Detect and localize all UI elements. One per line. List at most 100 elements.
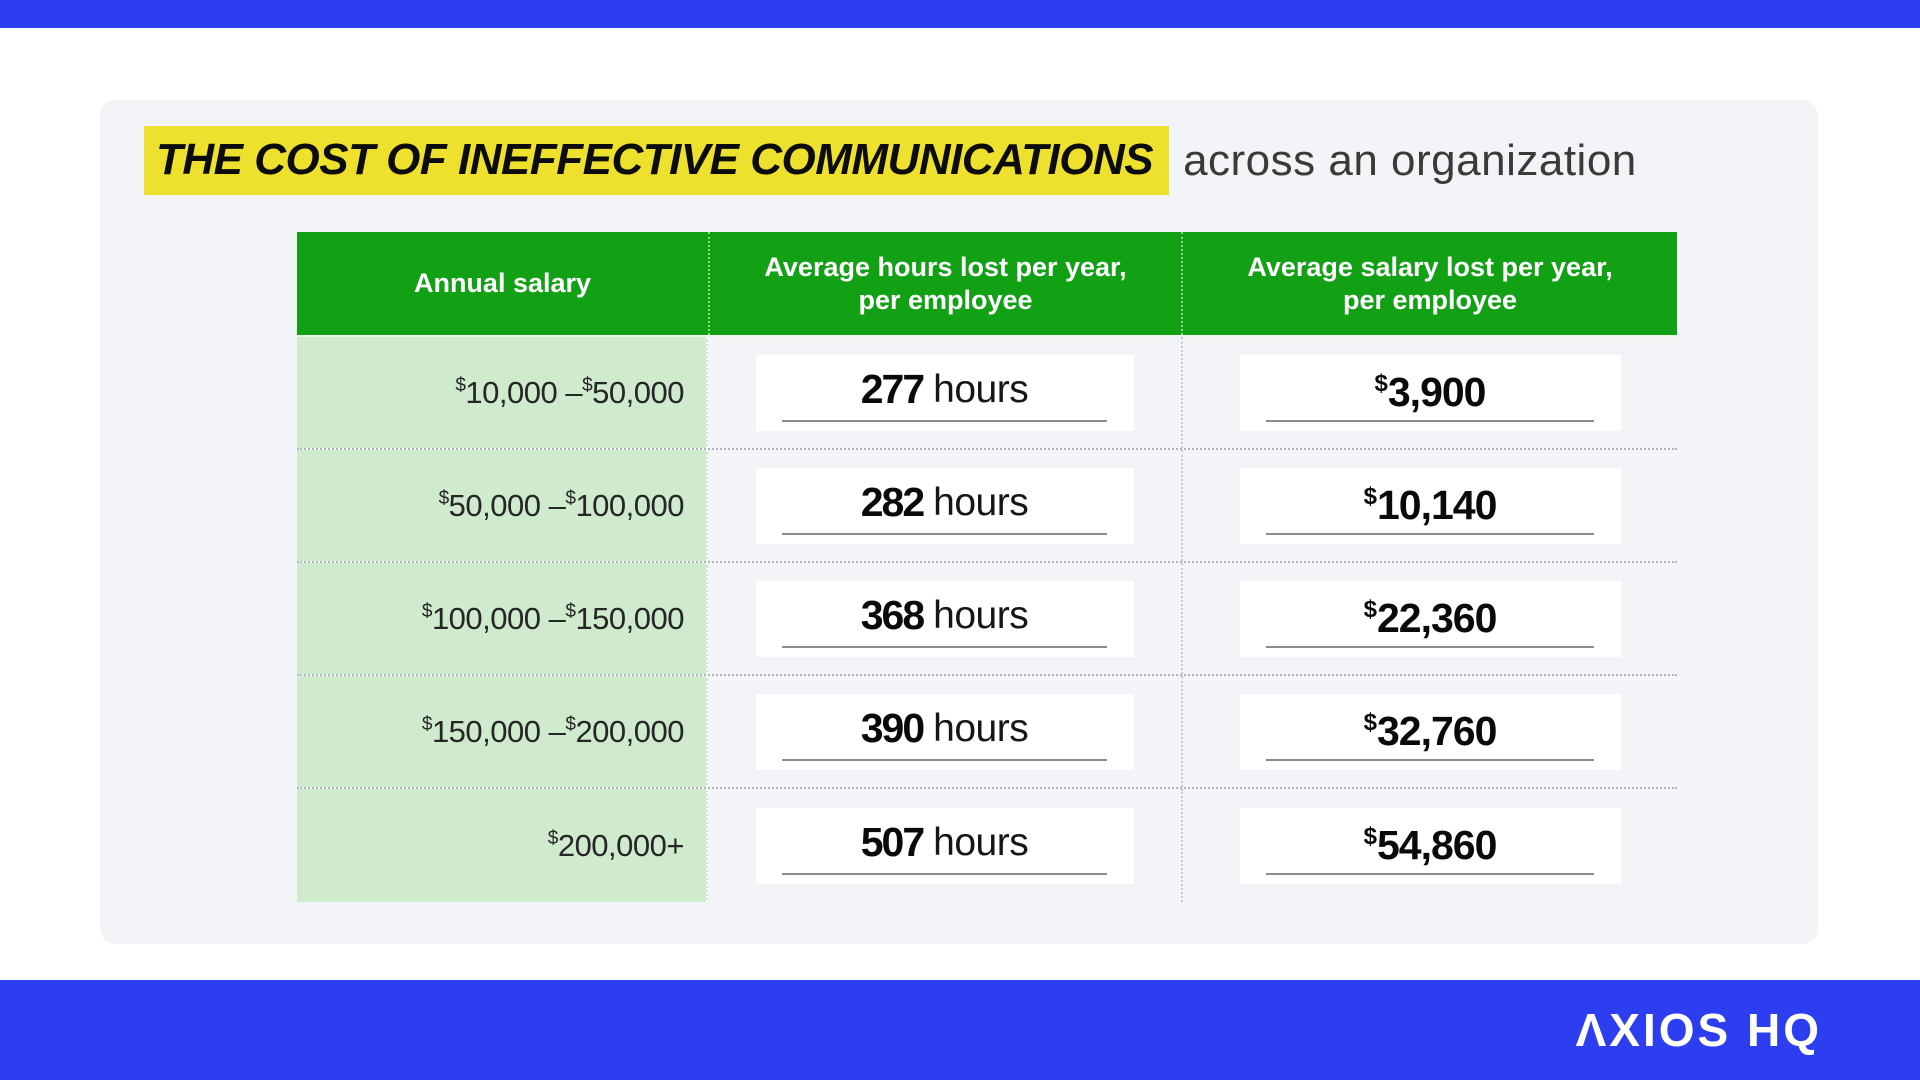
column-header-annual-salary: Annual salary [297,232,708,335]
hours-cell: 507 hours [708,789,1181,902]
header-line: Annual salary [413,268,592,298]
hours-number: 282 [860,479,925,525]
range-dash: – [557,374,583,410]
salary-lost-number: 3,900 [1387,369,1487,415]
hours-number: 368 [860,592,925,638]
hours-value-box: 507 hours [755,807,1134,884]
dollar-sup: $ [1363,596,1377,623]
salary-lost-number: 22,360 [1376,595,1497,641]
salary-range-cell: $200,000+ [297,789,708,902]
dollar-sup: $ [565,487,576,509]
axioshq-logo: ΛXIOS HQ [1575,1004,1822,1056]
dollar-sup: $ [565,713,576,735]
value-underline [781,872,1108,875]
dollar-sup: $ [1363,823,1377,850]
column-header-salary-lost: Average salary lost per year, per employ… [1181,232,1677,335]
salary-lost-value-box: $10,140 [1239,467,1621,544]
cost-table: Annual salary Average hours lost per yea… [297,232,1677,902]
hours-cell: 277 hours [708,337,1181,448]
hours-number: 507 [860,819,925,865]
hours-value-box: 368 hours [755,580,1134,657]
salary-range-cell: $10,000 –$50,000 [297,337,708,448]
salary-low: 100,000 [431,600,541,636]
dollar-sup: $ [582,374,593,396]
hours-value-box: 277 hours [755,354,1134,431]
value-underline [781,758,1108,761]
value-underline [1266,758,1594,761]
hours-unit: hours [933,706,1029,750]
salary-lost-number: 54,860 [1376,822,1497,868]
table-row: $200,000+ 507 hours $54,860 [297,789,1677,902]
salary-low: 200,000+ [557,827,685,863]
salary-lost-value-box: $22,360 [1239,580,1621,657]
salary-high: 200,000 [575,713,684,749]
salary-lost-value-box: $32,760 [1239,693,1621,770]
header-line: Average salary lost per year, [1247,251,1613,282]
table-row: $10,000 –$50,000 277 hours $3,900 [297,337,1677,450]
title-highlight: THE COST OF INEFFECTIVE COMMUNICATIONS [144,126,1170,195]
dollar-sup: $ [1363,483,1377,510]
range-dash: – [540,487,566,523]
salary-lost-cell: $3,900 [1181,337,1677,448]
dollar-sup: $ [547,827,559,849]
table-header-row: Annual salary Average hours lost per yea… [297,232,1677,337]
footer-bar: ΛXIOS HQ [0,980,1920,1080]
dollar-sup: $ [565,600,576,622]
hours-value-box: 390 hours [755,693,1134,770]
salary-lost-value-box: $3,900 [1239,354,1621,431]
hours-cell: 390 hours [708,676,1181,787]
salary-low: 150,000 [431,713,541,749]
salary-range-cell: $150,000 –$200,000 [297,676,708,787]
salary-lost-cell: $10,140 [1181,450,1677,561]
dollar-sup: $ [455,374,466,396]
hours-cell: 368 hours [708,563,1181,674]
column-header-hours-lost: Average hours lost per year, per employe… [708,232,1181,335]
salary-range-cell: $50,000 –$100,000 [297,450,708,561]
table-body: $10,000 –$50,000 277 hours $3,900 $50,00… [297,337,1677,902]
table-row: $150,000 –$200,000 390 hours $32,760 [297,676,1677,789]
hours-unit: hours [933,367,1029,411]
salary-lost-cell: $32,760 [1181,676,1677,787]
hours-unit: hours [933,820,1029,864]
range-dash: – [540,600,566,636]
hours-value-box: 282 hours [755,467,1134,544]
dollar-sup: $ [1363,709,1377,736]
infographic-card: THE COST OF INEFFECTIVE COMMUNICATIONS a… [100,100,1818,944]
salary-lost-cell: $54,860 [1181,789,1677,902]
salary-high: 150,000 [575,600,684,636]
value-underline [1266,532,1594,535]
salary-high: 100,000 [575,487,684,523]
table-row: $50,000 –$100,000 282 hours $10,140 [297,450,1677,563]
salary-lost-value-box: $54,860 [1239,807,1621,884]
salary-low: 10,000 [465,374,558,410]
header-line: per employee [858,284,1033,315]
value-underline [1266,645,1594,648]
salary-lost-cell: $22,360 [1181,563,1677,674]
hours-cell: 282 hours [708,450,1181,561]
dollar-sup: $ [1374,370,1388,397]
top-accent-bar [0,0,1920,28]
salary-lost-number: 10,140 [1376,482,1497,528]
salary-low: 50,000 [448,487,541,523]
dollar-sup: $ [421,600,433,622]
dollar-sup: $ [421,713,433,735]
hours-number: 277 [860,366,925,412]
table-row: $100,000 –$150,000 368 hours $22,360 [297,563,1677,676]
title-suffix: across an organization [1183,135,1637,185]
dollar-sup: $ [438,487,450,509]
value-underline [781,645,1108,648]
hours-number: 390 [860,705,925,751]
hours-unit: hours [933,480,1029,524]
hours-unit: hours [933,593,1029,637]
value-underline [1266,419,1594,422]
value-underline [781,419,1108,422]
value-underline [781,532,1108,535]
salary-high: 50,000 [592,374,684,410]
header-line: Average hours lost per year, [764,251,1127,282]
salary-range-cell: $100,000 –$150,000 [297,563,708,674]
page-title: THE COST OF INEFFECTIVE COMMUNICATIONS a… [144,126,1637,195]
header-line: per employee [1342,284,1518,315]
range-dash: – [540,713,566,749]
value-underline [1266,872,1594,875]
salary-lost-number: 32,760 [1376,708,1497,754]
